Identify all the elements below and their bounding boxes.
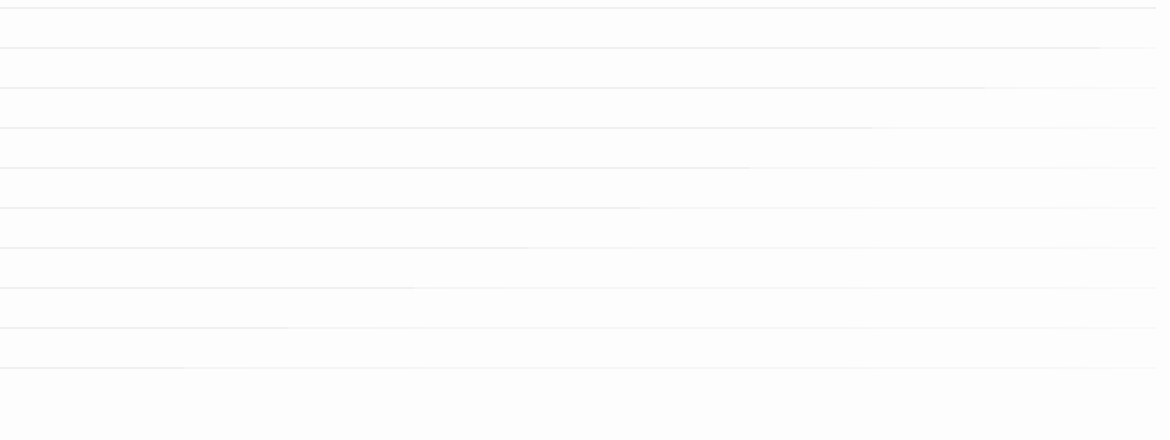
skeleton-line-fill [0,87,985,89]
skeleton-line-fill [0,207,640,209]
skeleton-line [0,47,1156,49]
skeleton-line [0,327,1156,329]
skeleton-line [0,87,1156,89]
skeleton-line [0,367,1156,369]
skeleton-line-fill [0,127,872,129]
skeleton-line [0,7,1156,9]
skeleton-line-fill [0,47,1100,49]
skeleton-line [0,287,1156,289]
skeleton-line [0,127,1156,129]
skeleton-line-fill [0,7,1156,9]
skeleton-line-fill [0,247,528,249]
skeleton-line-fill [0,287,414,289]
skeleton-line [0,247,1156,249]
skeleton-line-fill [0,327,288,329]
skeleton-line [0,207,1156,209]
skeleton-line-fill [0,367,184,369]
skeleton-line-fill [0,167,750,169]
skeleton-line [0,167,1156,169]
